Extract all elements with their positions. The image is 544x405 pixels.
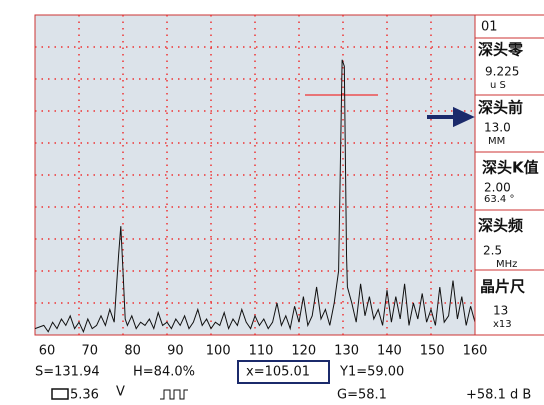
panel-unit: u S	[490, 80, 506, 91]
a-scan-trace	[34, 59, 476, 334]
panel-value: 2.5	[483, 244, 502, 258]
battery-unit: V	[116, 385, 125, 400]
panel-unit: x13	[493, 319, 512, 330]
status-s: S=131.94	[35, 365, 100, 380]
battery: 5.36	[70, 388, 99, 403]
x-box	[237, 360, 330, 384]
x-tick-label: 80	[124, 344, 141, 359]
x-tick-label: 60	[39, 344, 56, 359]
pulse-icon	[160, 389, 188, 400]
panel-label: 深头频	[478, 217, 523, 235]
panel-label: 深头前	[478, 99, 523, 117]
panel-unit: MM	[488, 136, 505, 147]
status-g: G=58.1	[337, 388, 387, 403]
x-tick-label: 100	[206, 344, 231, 359]
x-tick-label: 120	[291, 344, 316, 359]
status-h: H=84.0%	[133, 365, 195, 380]
side-panel: 01 深头零 9.225 u S 深头前 13.0 MM 深头K值 2.00 6…	[474, 14, 544, 336]
status-y1: Y1=59.00	[339, 365, 404, 380]
x-tick-label: 90	[167, 344, 184, 359]
x-tick-label: 130	[334, 344, 359, 359]
panel-value: 13.0	[484, 121, 511, 135]
panel-label: 晶片尺	[480, 278, 525, 296]
panel-value: 13	[493, 304, 508, 318]
battery-icon	[51, 388, 69, 400]
panel-unit: 63.4 °	[484, 194, 514, 205]
x-tick-label: 140	[377, 344, 402, 359]
panel-label: 深头零	[478, 41, 524, 59]
selection-arrow	[427, 106, 475, 128]
status-gain: +58.1 d B	[466, 388, 531, 403]
panel-label: 深头K值	[482, 159, 539, 177]
x-tick-label: 110	[249, 344, 274, 359]
panel-value: 2.00	[484, 181, 511, 195]
x-axis: 60 70 80 90 100 110 120 130 140 150 160	[39, 344, 488, 359]
panel-unit: MHz	[496, 259, 517, 270]
panel-value: 9.225	[485, 65, 519, 79]
panel-label: 01	[481, 20, 498, 35]
status-x: x=105.01	[246, 365, 310, 380]
x-tick-label: 150	[420, 344, 445, 359]
x-tick-label: 160	[463, 344, 488, 359]
x-tick-label: 70	[82, 344, 99, 359]
